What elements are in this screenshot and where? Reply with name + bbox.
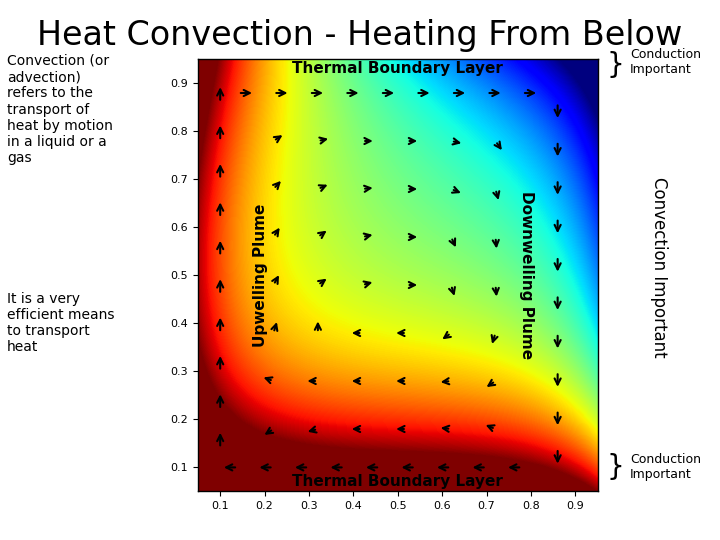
- Text: }: }: [606, 51, 624, 79]
- Text: Convection (or
advection)
refers to the
transport of
heat by motion
in a liquid : Convection (or advection) refers to the …: [7, 54, 113, 165]
- Text: Conduction
Important: Conduction Important: [630, 453, 701, 481]
- Text: }: }: [606, 453, 624, 481]
- Text: Thermal Boundary Layer: Thermal Boundary Layer: [292, 62, 503, 77]
- Text: It is a very
efficient means
to transport
heat: It is a very efficient means to transpor…: [7, 292, 114, 354]
- Text: Upwelling Plume: Upwelling Plume: [253, 204, 268, 347]
- Text: Thermal Boundary Layer: Thermal Boundary Layer: [292, 474, 503, 489]
- Text: Convection Important: Convection Important: [650, 177, 668, 357]
- Text: Conduction
Important: Conduction Important: [630, 48, 701, 76]
- Text: Heat Convection - Heating From Below: Heat Convection - Heating From Below: [37, 19, 683, 52]
- Text: Downwelling Plume: Downwelling Plume: [519, 191, 534, 360]
